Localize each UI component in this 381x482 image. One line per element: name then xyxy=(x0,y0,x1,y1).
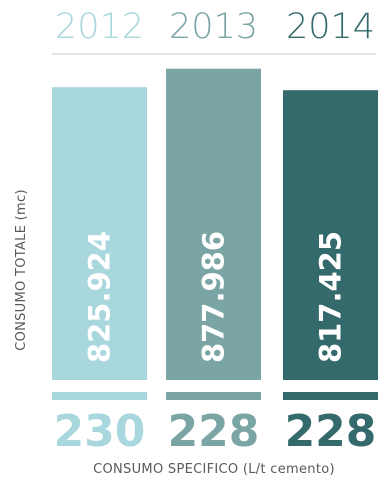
bar-value-label-2013: 877.986 xyxy=(197,231,231,363)
bar-2012 xyxy=(52,87,147,381)
specific-value-2014: 228 xyxy=(285,406,377,457)
x-axis-label: CONSUMO SPECIFICO (L/t cemento) xyxy=(93,462,335,477)
bar-2013 xyxy=(166,68,261,381)
specific-value-2013: 228 xyxy=(168,406,260,457)
bar-value-labels: 825.924 877.986 817.425 xyxy=(83,231,348,363)
specific-strip-2013 xyxy=(166,392,261,400)
specific-value-2012: 230 xyxy=(54,406,146,457)
y-axis-label: CONSUMO TOTALE (mc) xyxy=(14,189,29,351)
specific-strip-2014 xyxy=(283,392,378,400)
bars-group xyxy=(52,68,378,381)
year-label-2012: 2012 xyxy=(55,7,144,47)
bar-2014 xyxy=(283,90,378,381)
specific-strip-2012 xyxy=(52,392,147,400)
year-header-group: 2012 2013 2014 xyxy=(55,7,375,47)
bar-value-label-2012: 825.924 xyxy=(83,231,117,363)
specific-strips-group xyxy=(52,392,378,400)
specific-value-labels: 230 228 228 xyxy=(54,406,377,457)
bar-value-label-2014: 817.425 xyxy=(314,231,348,363)
year-label-2013: 2013 xyxy=(169,7,258,47)
year-label-2014: 2014 xyxy=(286,7,375,47)
